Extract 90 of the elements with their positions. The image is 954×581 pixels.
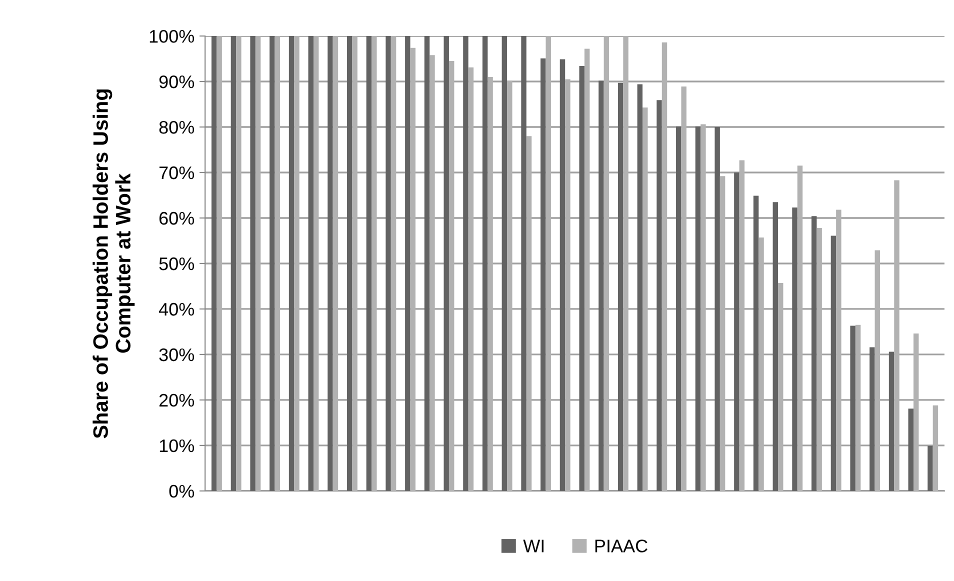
bar bbox=[372, 36, 377, 491]
y-tick-label: 70% bbox=[159, 166, 194, 180]
bar bbox=[546, 36, 551, 491]
bar bbox=[656, 100, 662, 491]
bar bbox=[753, 196, 759, 491]
bar bbox=[405, 36, 410, 491]
bar bbox=[560, 59, 566, 491]
bar bbox=[328, 36, 333, 491]
bar bbox=[734, 172, 740, 491]
bar bbox=[772, 202, 778, 491]
bar bbox=[894, 180, 900, 491]
bar bbox=[584, 48, 590, 491]
bar bbox=[308, 36, 314, 491]
bar bbox=[830, 236, 836, 491]
bar bbox=[908, 408, 914, 491]
bar bbox=[888, 352, 894, 491]
bar bbox=[598, 80, 604, 491]
bar bbox=[816, 228, 822, 491]
bar bbox=[468, 67, 474, 491]
y-tick-label: 90% bbox=[159, 75, 194, 88]
bar bbox=[618, 82, 624, 491]
bar bbox=[502, 36, 508, 491]
bar bbox=[346, 36, 352, 491]
bar bbox=[410, 48, 416, 491]
bar bbox=[836, 210, 842, 491]
bar bbox=[448, 61, 454, 491]
y-tick-label: 80% bbox=[159, 120, 194, 134]
bar bbox=[579, 66, 584, 491]
bar bbox=[850, 326, 856, 491]
bar bbox=[366, 36, 372, 491]
bar bbox=[274, 36, 280, 491]
bar bbox=[637, 84, 643, 491]
bar bbox=[352, 36, 358, 491]
bar bbox=[463, 36, 468, 491]
y-tick-label: 20% bbox=[159, 394, 194, 407]
bar bbox=[313, 36, 319, 491]
legend-label: WI bbox=[523, 540, 544, 552]
bar bbox=[928, 446, 933, 491]
bar bbox=[270, 36, 275, 491]
bar bbox=[482, 36, 488, 491]
bar bbox=[792, 208, 798, 491]
bar bbox=[216, 36, 222, 491]
bar bbox=[294, 36, 300, 491]
bar bbox=[797, 166, 803, 491]
bar bbox=[778, 283, 784, 491]
legend-label: PIAAC bbox=[595, 540, 648, 552]
bar bbox=[855, 324, 861, 491]
y-tick-label: 0% bbox=[169, 484, 194, 498]
bar bbox=[526, 136, 532, 491]
y-tick-label: 50% bbox=[159, 257, 194, 270]
bar bbox=[642, 107, 648, 491]
bar bbox=[332, 36, 338, 491]
bar bbox=[230, 36, 236, 491]
bar bbox=[700, 124, 706, 491]
bar bbox=[521, 36, 526, 491]
y-tick-label: 60% bbox=[159, 212, 194, 225]
bar bbox=[758, 238, 764, 491]
bar bbox=[390, 36, 396, 491]
bar bbox=[739, 160, 745, 491]
bar bbox=[695, 126, 701, 491]
bar bbox=[565, 79, 570, 491]
bar bbox=[676, 126, 682, 491]
y-tick-label: 100% bbox=[150, 30, 194, 43]
bar bbox=[250, 36, 256, 491]
y-tick-label: 30% bbox=[159, 348, 194, 362]
bar bbox=[604, 36, 610, 491]
bar bbox=[720, 176, 726, 491]
bar bbox=[444, 36, 449, 491]
bar bbox=[211, 36, 217, 491]
y-tick-label: 40% bbox=[158, 302, 194, 316]
y-tick-label: 10% bbox=[160, 439, 194, 452]
bar bbox=[236, 36, 242, 491]
bar bbox=[430, 55, 435, 491]
bar bbox=[870, 347, 875, 491]
bar bbox=[255, 36, 261, 491]
bar bbox=[623, 36, 628, 491]
bar bbox=[424, 36, 430, 491]
y-axis-title: Share of Occupation Holders Using Computer at Work bbox=[92, 89, 135, 438]
bar bbox=[662, 42, 668, 491]
bar bbox=[540, 58, 546, 491]
bar bbox=[932, 405, 938, 491]
bar bbox=[507, 80, 512, 491]
bar bbox=[488, 76, 493, 491]
bar bbox=[681, 86, 686, 491]
bar bbox=[386, 36, 391, 491]
bar bbox=[288, 36, 294, 491]
bar bbox=[874, 250, 880, 491]
bar bbox=[811, 216, 817, 491]
bar bbox=[913, 334, 919, 491]
bar bbox=[714, 127, 720, 491]
